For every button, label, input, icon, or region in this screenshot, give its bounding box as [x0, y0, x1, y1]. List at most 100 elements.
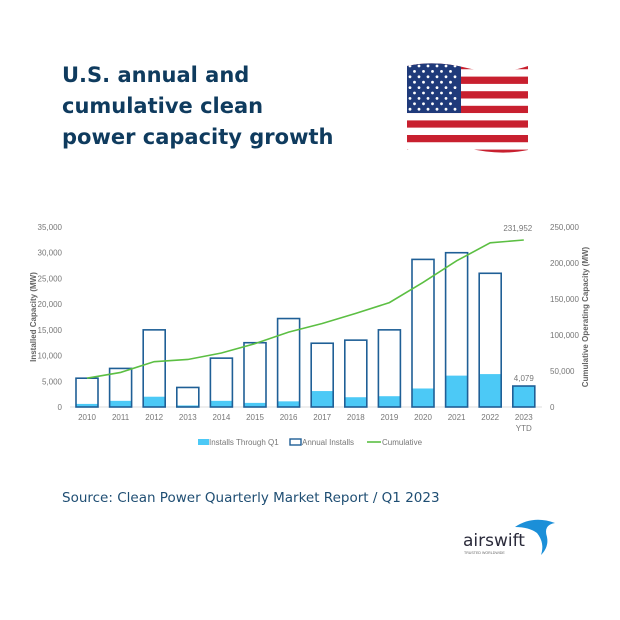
flag-star: [435, 75, 439, 79]
y-tick-label: 20,000: [38, 300, 63, 309]
legend-label-cumulative: Cumulative: [382, 438, 423, 447]
flag-stripe: [407, 98, 528, 106]
y-tick-label: 5,000: [42, 377, 63, 386]
us-flag-icon: [407, 63, 528, 153]
flag-star: [426, 86, 430, 89]
y-axis-label: Installed Capacity (MW): [29, 272, 38, 362]
flag-star: [417, 64, 421, 68]
flag-star: [453, 75, 457, 79]
flag-stripe: [407, 113, 528, 121]
x-tick-label: 2020: [414, 413, 432, 422]
legend-swatch-installs-q1: [198, 439, 209, 445]
bar-annual-installs: [343, 339, 368, 408]
flag-star: [413, 80, 416, 84]
flag-star: [426, 64, 430, 68]
flag-stripe: [407, 120, 528, 128]
bar-installs-q1: [479, 374, 502, 407]
data-label-cumulative: 231,952: [503, 224, 532, 233]
title-line: cumulative clean: [62, 94, 264, 118]
bar-annual-installs: [276, 317, 301, 408]
y2-tick-label: 0: [550, 403, 555, 412]
bar-installs-q1: [277, 401, 300, 407]
x-tick-label: 2018: [347, 413, 365, 422]
y2-tick-label: 200,000: [550, 259, 579, 268]
flag-star: [449, 91, 452, 95]
title-line: U.S. annual and: [62, 63, 250, 87]
x-tick-label: 2017: [313, 413, 331, 422]
flag-star: [435, 64, 439, 68]
bar-annual-installs: [209, 357, 234, 408]
bar-installs-q1: [76, 403, 98, 407]
legend-swatch-annual: [289, 438, 302, 446]
flag-star: [440, 102, 443, 106]
flag-star: [435, 107, 439, 111]
source-text: Source: Clean Power Quarterly Market Rep…: [62, 490, 440, 506]
title-line: power capacity growth: [62, 125, 334, 149]
flag-stripe: [407, 105, 528, 114]
flag-star: [440, 80, 443, 84]
flag-star: [426, 97, 430, 100]
bar-annual-installs: [377, 329, 402, 408]
x-tick-label: 2021: [448, 413, 466, 422]
y-tick-label: 10,000: [38, 352, 63, 361]
flag-star: [413, 102, 416, 106]
flag-star: [453, 86, 457, 89]
flag-star: [422, 91, 425, 95]
flag-star: [408, 107, 412, 111]
y-tick-label: 35,000: [38, 223, 63, 232]
flag-star: [431, 70, 434, 73]
x-tick-label: 2013: [179, 413, 197, 422]
flag-star: [426, 75, 430, 79]
x-tick-label: 2014: [213, 413, 231, 422]
flag-star: [453, 97, 457, 100]
logo-wordmark: airswift: [463, 531, 525, 551]
x-tick-label: 2019: [381, 413, 399, 422]
flag-star: [440, 91, 443, 95]
chart: 0 5,000 10,000 15,000 20,000 25,000 30,000 35,0…: [29, 223, 590, 447]
x-tick-label: 2015: [246, 413, 264, 422]
bar-annual-installs: [243, 341, 267, 408]
bar-annual-installs: [75, 377, 99, 408]
bar-annual-installs: [176, 386, 200, 408]
flag-star: [417, 97, 421, 100]
y2-tick-label: 250,000: [550, 223, 579, 232]
flag-star: [449, 80, 452, 84]
bar-installs-q1: [143, 396, 166, 407]
bar-annual-installs: [411, 258, 435, 408]
bar-annual-installs: [444, 251, 469, 408]
bar-installs-q1: [244, 402, 266, 407]
x-tick-label: YTD: [516, 424, 532, 433]
bar-installs-q1: [311, 391, 334, 407]
x-tick-label: 2023: [515, 413, 533, 422]
bar-annual-installs: [142, 329, 166, 408]
flag-star: [408, 97, 412, 100]
flag-star: [449, 102, 452, 106]
bar-installs-q1: [210, 400, 233, 407]
flag-star: [417, 75, 421, 79]
flag-stripe: [407, 76, 528, 84]
flag-star: [422, 80, 425, 84]
line-cumulative: [86, 239, 524, 379]
flag-star: [408, 75, 412, 79]
flag-star: [431, 91, 434, 95]
x-tick-label: 2016: [280, 413, 298, 422]
flag-star: [413, 70, 416, 73]
flag-star: [408, 86, 412, 89]
flag-star: [435, 86, 439, 89]
logo-tagline: TRUSTED WORLDWIDE: [464, 551, 505, 555]
flag-stripe: [407, 83, 528, 92]
y2-axis-label: Cumulative Operating Capacity (MW): [581, 246, 590, 387]
bar-installs-q1: [512, 386, 535, 407]
bar-installs-q1: [378, 396, 401, 407]
bar-installs-q1: [109, 400, 132, 407]
flag-star: [417, 86, 421, 89]
flag-stripe: [407, 69, 528, 77]
flag-star: [444, 75, 448, 79]
x-tick-label: 2011: [112, 413, 130, 422]
flag-star: [444, 64, 448, 68]
flag-star: [426, 107, 430, 111]
flag-star: [417, 107, 421, 111]
x-tick-label: 2022: [481, 413, 499, 422]
y-tick-label: 30,000: [38, 249, 63, 258]
flag-canton: [407, 63, 461, 113]
